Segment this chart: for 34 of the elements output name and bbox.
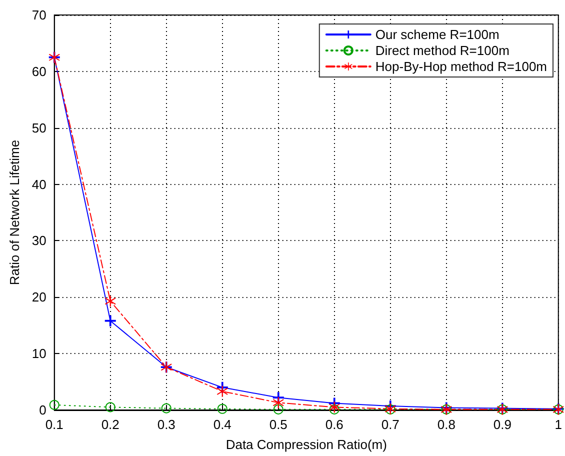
x-tick-label: 0.6 xyxy=(325,417,344,432)
y-tick-label: 0 xyxy=(39,402,46,418)
point xyxy=(161,403,172,414)
point xyxy=(329,404,340,414)
legend-label: Our scheme R=100m xyxy=(375,27,500,42)
x-axis-title: Data Compression Ratio(m) xyxy=(226,437,387,452)
x-tick-label: 0.7 xyxy=(381,417,400,432)
x-tick-label: 0.5 xyxy=(269,417,288,432)
point xyxy=(328,402,340,413)
x-tick-label: 0.3 xyxy=(157,417,176,432)
y-tick-label: 40 xyxy=(32,176,46,192)
point xyxy=(217,404,228,414)
y-tick-label: 30 xyxy=(32,233,46,248)
x-tick-label: 0.8 xyxy=(437,417,456,432)
x-tick-label: 0.4 xyxy=(213,417,232,432)
y-tick-label: 20 xyxy=(32,290,46,305)
x-tick-label: 1 xyxy=(554,417,562,432)
point xyxy=(272,397,284,408)
legend-label: Hop-By-Hop method R=100m xyxy=(375,59,547,74)
y-tick-label: 10 xyxy=(32,346,46,362)
y-tick-label: 70 xyxy=(32,8,46,22)
x-tick-label: 0.1 xyxy=(45,417,64,432)
x-tick-label: 0.9 xyxy=(493,417,512,432)
point xyxy=(104,296,116,307)
y-tick-label: 60 xyxy=(32,64,46,79)
legend-label: Direct method R=100m xyxy=(375,43,510,58)
y-tick-label: 50 xyxy=(32,120,46,136)
point xyxy=(49,400,60,410)
point xyxy=(216,386,228,397)
point xyxy=(104,315,116,326)
y-axis-title: Ratio of Network Lifetime xyxy=(7,140,22,286)
x-tick-label: 0.2 xyxy=(101,417,120,432)
point xyxy=(273,404,284,414)
point xyxy=(105,402,116,412)
